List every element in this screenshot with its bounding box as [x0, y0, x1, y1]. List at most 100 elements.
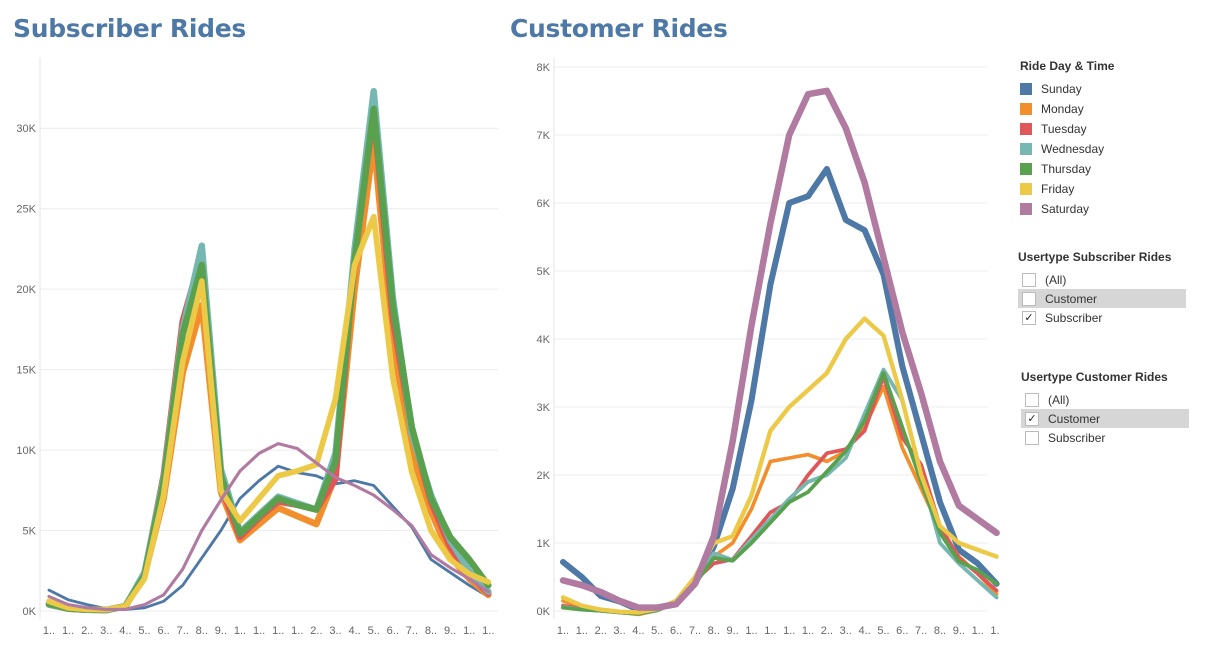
legend-title: Ride Day & Time — [1020, 59, 1115, 73]
checkbox-icon[interactable] — [1025, 392, 1039, 407]
customer-filter-option-customer[interactable]: ✓ Customer — [1021, 409, 1189, 428]
y-tick-label: 4K — [537, 334, 551, 346]
legend-label: Saturday — [1041, 202, 1090, 216]
x-tick-label: 1.. — [62, 625, 74, 637]
x-tick-label: 1.. — [557, 625, 569, 637]
checkbox-icon[interactable] — [1022, 291, 1036, 306]
filter-option-label: Subscriber — [1045, 310, 1103, 325]
series-line-saturday[interactable] — [559, 87, 1000, 611]
x-tick-label: 1.. — [463, 625, 475, 637]
legend-swatch — [1020, 123, 1032, 135]
x-tick-label: 3.. — [329, 625, 341, 637]
x-tick-label: 1.. — [253, 625, 265, 637]
x-tick-label: 6.. — [670, 625, 682, 637]
x-tick-label: 1.. — [764, 625, 776, 637]
legend-item-saturday[interactable]: Saturday — [1020, 199, 1114, 219]
y-tick-label: 15K — [16, 365, 36, 377]
x-tick-label: 8.. — [934, 625, 946, 637]
x-tick-label: 2.. — [821, 625, 833, 637]
legend-swatch — [1020, 143, 1032, 155]
x-tick-label: 8.. — [425, 625, 437, 637]
y-tick-label: 5K — [537, 266, 551, 278]
x-tick-label: 1.. — [802, 625, 814, 637]
x-tick-label: 4.. — [119, 625, 131, 637]
subscriber-chart-title: Subscriber Rides — [13, 14, 246, 43]
checkbox-icon[interactable] — [1022, 272, 1036, 287]
series-line-wednesday[interactable] — [45, 87, 492, 614]
subscriber-filter-title: Usertype Subscriber Rides — [1018, 250, 1172, 264]
x-tick-label: 7.. — [689, 625, 701, 637]
x-tick-label: 5.. — [138, 625, 150, 637]
subscriber-filter-option-subscriber[interactable]: ✓ Subscriber — [1018, 308, 1186, 327]
x-tick-label: 6.. — [896, 625, 908, 637]
series-line-thursday[interactable] — [45, 105, 492, 614]
y-tick-label: 8K — [537, 62, 551, 74]
customer-filter-option-all[interactable]: (All) — [1021, 390, 1189, 409]
subscriber-filter-panel: Usertype Subscriber Rides (All) Customer ✓… — [1018, 250, 1186, 327]
legend-label: Friday — [1041, 182, 1075, 196]
series-line-wednesday[interactable] — [561, 367, 999, 616]
x-tick-label: 1.. — [291, 625, 303, 637]
x-tick-label: 1.. — [272, 625, 284, 637]
customer-filter-option-subscriber[interactable]: Subscriber — [1021, 428, 1189, 447]
y-tick-label: 0K — [23, 606, 37, 618]
customer-chart-title: Customer Rides — [510, 14, 728, 43]
subscriber-filter-option-customer[interactable]: Customer — [1018, 289, 1186, 308]
series-line-tuesday[interactable] — [561, 374, 999, 616]
x-tick-label: 8.. — [196, 625, 208, 637]
series-line-friday[interactable] — [560, 316, 999, 615]
legend-item-monday[interactable]: Monday — [1020, 99, 1114, 119]
x-tick-label: 1.. — [990, 625, 1000, 637]
legend-label: Thursday — [1041, 162, 1092, 176]
legend-label: Wednesday — [1041, 142, 1105, 156]
filter-option-label: Customer — [1048, 411, 1101, 426]
y-tick-label: 3K — [537, 402, 551, 414]
y-tick-label: 5K — [23, 526, 37, 538]
legend-panel: Ride Day & Time Sunday Monday Tuesday Wedne… — [1020, 59, 1114, 219]
checkbox-icon[interactable] — [1025, 430, 1039, 445]
checkbox-checked-icon[interactable]: ✓ — [1022, 310, 1036, 325]
y-tick-label: 20K — [16, 284, 36, 296]
x-tick-label: 5.. — [877, 625, 889, 637]
y-tick-label: 25K — [16, 204, 36, 216]
x-tick-label: 3.. — [100, 625, 112, 637]
legend-item-tuesday[interactable]: Tuesday — [1020, 119, 1114, 139]
series-line-friday[interactable] — [46, 213, 492, 613]
legend-label: Monday — [1041, 102, 1084, 116]
x-tick-label: 5.. — [368, 625, 380, 637]
x-tick-label: 1.. — [745, 625, 757, 637]
x-tick-label: 9.. — [727, 625, 739, 637]
series-line-tuesday[interactable] — [45, 108, 492, 614]
legend-item-sunday[interactable]: Sunday — [1020, 79, 1114, 99]
y-tick-label: 0K — [537, 606, 551, 618]
x-tick-label: 7.. — [406, 625, 418, 637]
x-tick-label: 1.. — [43, 625, 55, 637]
series-line-sunday[interactable] — [559, 165, 1000, 613]
x-tick-label: 5.. — [651, 625, 663, 637]
x-tick-label: 2.. — [595, 625, 607, 637]
x-tick-label: 9.. — [444, 625, 456, 637]
legend-swatch — [1020, 163, 1032, 175]
x-tick-label: 9.. — [953, 625, 965, 637]
x-tick-label: 7.. — [915, 625, 927, 637]
checkbox-checked-icon[interactable]: ✓ — [1025, 411, 1039, 426]
customer-rides-chart[interactable]: 0K 1K 2K 3K 4K 5K 6K 7K 8K 1.. 1.. 2.. 3.. 4.. 5.. 6.. 7… — [500, 0, 1000, 647]
x-tick-label: 1.. — [234, 625, 246, 637]
x-tick-label: 7.. — [177, 625, 189, 637]
series-line-saturday[interactable] — [47, 442, 490, 611]
legend-item-friday[interactable]: Friday — [1020, 179, 1114, 199]
legend-item-wednesday[interactable]: Wednesday — [1020, 139, 1114, 159]
filter-option-label: (All) — [1045, 272, 1067, 287]
x-tick-label: 3.. — [840, 625, 852, 637]
x-tick-label: 1.. — [576, 625, 588, 637]
subscriber-filter-option-all[interactable]: (All) — [1018, 270, 1186, 289]
legend-item-thursday[interactable]: Thursday — [1020, 159, 1114, 179]
y-tick-label: 7K — [537, 130, 551, 142]
subscriber-rides-chart[interactable]: 0K 5K 10K 15K 20K 25K 30K 1.. 1.. 2.. 3.. 4.. 5.. 6..… — [0, 0, 500, 647]
legend-label: Sunday — [1041, 82, 1082, 96]
x-tick-label: 3.. — [613, 625, 625, 637]
y-tick-label: 1K — [537, 538, 551, 550]
x-tick-label: 6.. — [157, 625, 169, 637]
y-tick-label: 6K — [537, 198, 551, 210]
x-tick-label: 4.. — [632, 625, 644, 637]
